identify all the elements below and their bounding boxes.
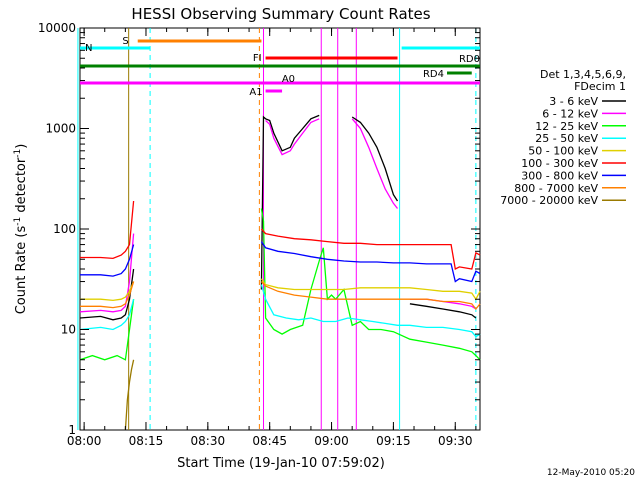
series-line	[80, 241, 481, 283]
footer-date: 12-May-2010 05:20	[547, 468, 635, 478]
series-line	[80, 281, 481, 311]
state-bar-label: RD4	[423, 69, 444, 80]
x-tick-label: 09:30	[438, 434, 473, 448]
legend-entry-label: 3 - 6 keV	[549, 95, 598, 108]
state-bar-label: FI	[253, 53, 262, 64]
legend-entry-label: 25 - 50 keV	[535, 132, 598, 145]
x-tick-label: 09:00	[314, 434, 349, 448]
legend-entry-label: 300 - 800 keV	[521, 169, 598, 182]
y-tick-label: 1	[68, 423, 76, 437]
plot-frame	[79, 27, 481, 431]
legend-entry-label: 12 - 25 keV	[535, 120, 598, 133]
x-tick-label: 08:45	[252, 434, 287, 448]
y-tick-label: 10	[61, 323, 76, 337]
state-bar-label: N	[85, 43, 92, 54]
series-line	[79, 208, 481, 361]
series-line	[124, 359, 135, 431]
series-line	[80, 278, 481, 302]
chart-title: HESSI Observing Summary Count Rates	[131, 5, 430, 23]
state-bar-label: A1	[249, 87, 262, 98]
series-line	[79, 118, 477, 313]
y-axis-label: Count Rate (s-1 detector-1)	[13, 144, 29, 315]
state-bar-label: A0	[282, 74, 295, 85]
x-tick-label: 09:15	[376, 434, 411, 448]
state-bar-label: S	[122, 36, 128, 47]
attenuator-bars: S N FI RD0 RD4 A0 A1	[80, 36, 480, 98]
data-series	[79, 114, 481, 431]
series-line	[79, 114, 477, 321]
legend-entry-label: 50 - 100 keV	[528, 145, 598, 158]
legend-entry-label: 100 - 300 keV	[521, 157, 598, 170]
axes: 08:00 08:15 08:30 08:45 09:00 09:15 09:30 1 10 10…	[38, 21, 480, 448]
x-tick-label: 08:15	[129, 434, 164, 448]
x-tick-label: 08:00	[67, 434, 102, 448]
series-line	[79, 284, 481, 338]
y-tick-label: 1000	[45, 122, 76, 136]
plot-overlays	[77, 28, 477, 430]
state-bar-label: RD0	[459, 54, 480, 65]
x-tick-label: 08:30	[191, 434, 226, 448]
legend-title: Det 1,3,4,5,6,9,	[540, 68, 626, 81]
legend-entry-label: 800 - 7000 keV	[514, 182, 598, 195]
y-tick-label: 100	[53, 222, 76, 236]
legend-title: FDecim 1	[574, 80, 626, 93]
legend-entry-label: 6 - 12 keV	[542, 107, 598, 120]
y-tick-label: 10000	[38, 21, 76, 35]
legend-entry-label: 7000 - 20000 keV	[500, 194, 598, 207]
x-axis-label: Start Time (19-Jan-10 07:59:02)	[177, 456, 385, 471]
series-line	[80, 200, 481, 270]
